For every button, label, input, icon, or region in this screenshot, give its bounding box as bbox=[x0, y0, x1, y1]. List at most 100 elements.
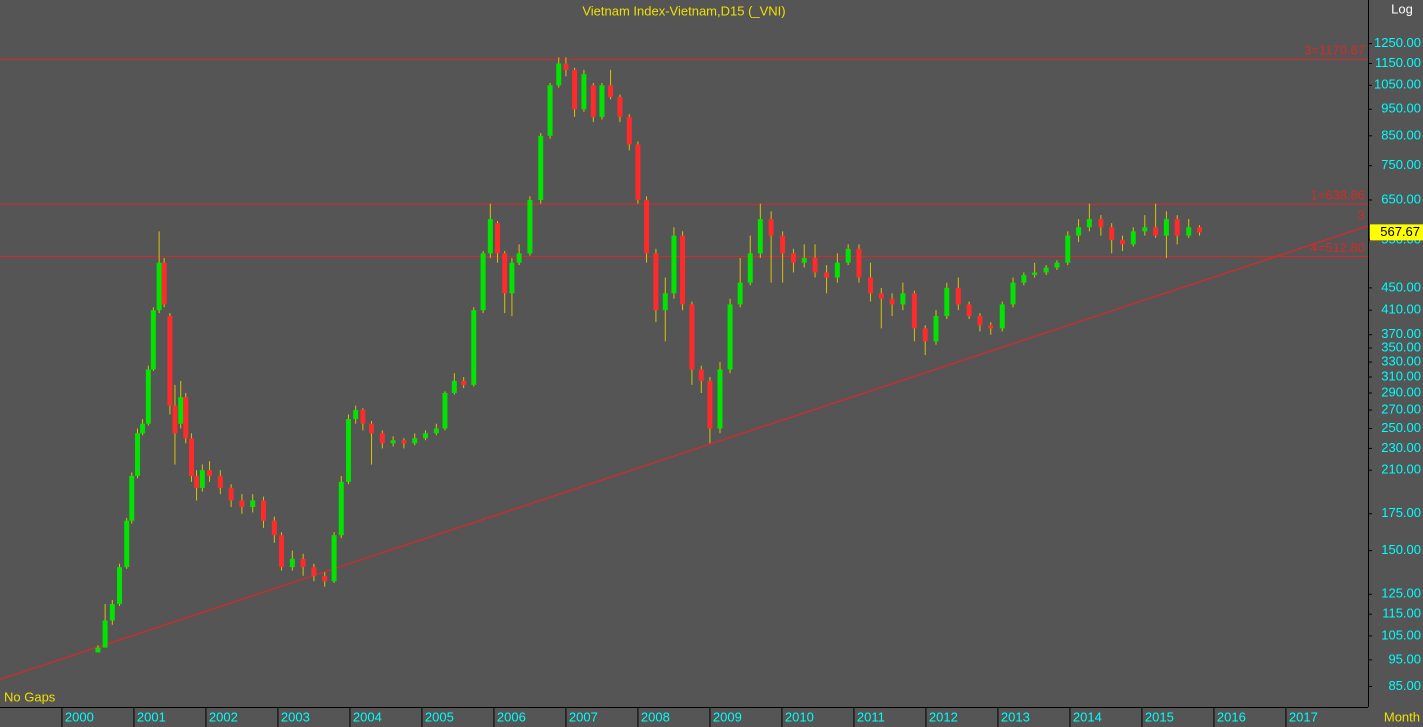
candle-body bbox=[867, 277, 873, 294]
candle-body bbox=[369, 423, 375, 434]
candle-body bbox=[1054, 262, 1060, 268]
candle-body bbox=[135, 433, 141, 476]
candle-body bbox=[495, 223, 501, 254]
candle-body bbox=[279, 535, 285, 568]
candle-body bbox=[502, 253, 508, 294]
candle-body bbox=[747, 253, 753, 283]
candle-body bbox=[911, 293, 917, 329]
y-tick-label: 350.00 bbox=[1381, 339, 1421, 354]
candle-body bbox=[390, 440, 396, 444]
x-tick-label: 2001 bbox=[137, 709, 166, 724]
candle-body bbox=[156, 262, 162, 311]
candle-body bbox=[966, 304, 972, 317]
y-tick-label: 310.00 bbox=[1381, 368, 1421, 383]
candle-body bbox=[689, 304, 695, 370]
candle-body bbox=[944, 287, 950, 317]
candle-body bbox=[95, 647, 101, 653]
y-tick-label: 1250.00 bbox=[1374, 35, 1421, 50]
candle-body bbox=[547, 85, 553, 136]
x-tick-label: 2010 bbox=[785, 709, 814, 724]
trendline bbox=[0, 225, 1369, 681]
y-tick-label: 410.00 bbox=[1381, 302, 1421, 317]
candle-body bbox=[433, 428, 439, 434]
candle-body bbox=[102, 620, 108, 648]
y-tick-label: 290.00 bbox=[1381, 384, 1421, 399]
y-tick-label: 650.00 bbox=[1381, 191, 1421, 206]
candle-body bbox=[1065, 235, 1071, 263]
candle-body bbox=[140, 423, 146, 434]
candle-body bbox=[812, 257, 818, 273]
candle-body bbox=[442, 392, 448, 429]
gap-label: No Gaps bbox=[4, 689, 56, 704]
candle-body bbox=[1174, 219, 1180, 236]
candle-body bbox=[509, 262, 515, 294]
candle-body bbox=[161, 262, 167, 305]
candle-body bbox=[124, 520, 130, 568]
candle-body bbox=[516, 253, 522, 263]
candle-body bbox=[768, 219, 774, 236]
candle-body bbox=[360, 410, 366, 424]
candle-body bbox=[680, 235, 686, 305]
chart-title: Vietnam Index-Vietnam,D15 (_VNI) bbox=[582, 3, 785, 18]
candle-body bbox=[626, 116, 632, 145]
candle-body bbox=[1119, 239, 1125, 245]
candle-body bbox=[217, 475, 223, 488]
y-tick-label: 450.00 bbox=[1381, 279, 1421, 294]
y-tick-label: 250.00 bbox=[1381, 420, 1421, 435]
candle-body bbox=[988, 325, 994, 329]
candle-body bbox=[194, 475, 200, 488]
candle-body bbox=[239, 500, 245, 508]
candle-body bbox=[1197, 227, 1203, 233]
level-label: 3=1170.67 bbox=[1304, 43, 1365, 58]
candle-body bbox=[311, 567, 317, 576]
x-tick-label: 2008 bbox=[641, 709, 670, 724]
candle-body bbox=[1086, 219, 1092, 228]
candle-body bbox=[608, 85, 614, 97]
candle-body bbox=[653, 253, 659, 311]
y-tick-label: 1150.00 bbox=[1375, 55, 1421, 70]
scale-label: Log bbox=[1391, 1, 1413, 16]
candle-body bbox=[1163, 219, 1169, 236]
candle-body bbox=[145, 369, 151, 424]
candle-body bbox=[780, 235, 786, 254]
candle-body bbox=[878, 293, 884, 299]
candle-body bbox=[955, 287, 961, 305]
candle-body bbox=[662, 293, 668, 311]
y-tick-label: 270.00 bbox=[1381, 402, 1421, 417]
candle-body bbox=[1098, 219, 1104, 228]
candle-body bbox=[167, 316, 173, 406]
candle-body bbox=[1142, 227, 1148, 232]
x-tick-label: 2004 bbox=[353, 709, 382, 724]
candle-body bbox=[353, 410, 359, 420]
candle-body bbox=[757, 219, 763, 254]
x-tick-label: 2009 bbox=[713, 709, 742, 724]
candle-body bbox=[412, 438, 418, 444]
candle-body bbox=[572, 69, 578, 110]
candle-body bbox=[527, 199, 533, 254]
candle-body bbox=[717, 369, 723, 429]
x-tick-label: 2016 bbox=[1217, 709, 1246, 724]
candle-body bbox=[228, 487, 234, 501]
level-label: 4=512.80 bbox=[1310, 240, 1365, 255]
candle-body bbox=[178, 397, 184, 424]
candle-body bbox=[261, 500, 267, 521]
trendline-label: 3 bbox=[1358, 207, 1365, 222]
candle-body bbox=[199, 470, 205, 488]
candle-body bbox=[250, 500, 256, 508]
price-tag-bg bbox=[1370, 224, 1423, 241]
candle-body bbox=[1076, 227, 1082, 236]
y-tick-label: 370.00 bbox=[1381, 326, 1421, 341]
price-tag: 567.67 bbox=[1380, 224, 1420, 239]
candle-body bbox=[889, 298, 895, 305]
candle-body bbox=[617, 96, 623, 117]
y-tick-label: 150.00 bbox=[1381, 542, 1421, 557]
y-tick-label: 1050.00 bbox=[1374, 77, 1421, 92]
candle-body bbox=[977, 316, 983, 326]
x-tick-label: 2017 bbox=[1289, 709, 1318, 724]
candle-body bbox=[451, 380, 457, 393]
candle-body bbox=[698, 369, 704, 381]
candle-body bbox=[172, 405, 178, 434]
candle-body bbox=[644, 199, 650, 254]
x-tick-label: 2003 bbox=[281, 709, 310, 724]
